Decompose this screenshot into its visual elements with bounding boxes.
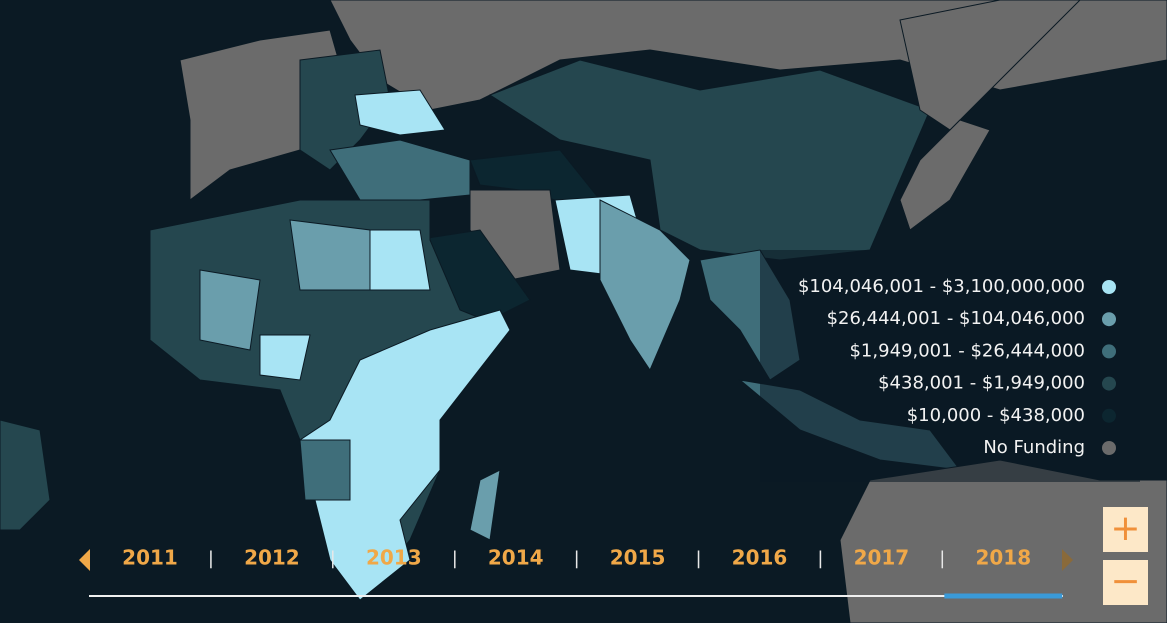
legend-swatch: [1102, 376, 1116, 391]
legend-label: $10,000 - $438,000: [907, 405, 1085, 426]
separator: |: [817, 548, 823, 569]
legend-swatch: [1102, 344, 1116, 359]
land: [0, 419, 51, 531]
legend-label: $438,001 - $1,949,000: [878, 373, 1085, 394]
land: [259, 334, 311, 381]
legend-swatch: [1102, 312, 1116, 327]
land: [289, 219, 371, 291]
zoom-in[interactable]: +: [1103, 507, 1148, 552]
land: [299, 49, 391, 171]
year-option[interactable]: 2012: [244, 546, 300, 570]
legend-swatch: [1102, 408, 1116, 423]
legend-label: $1,949,001 - $26,444,000: [849, 340, 1085, 361]
separator: |: [452, 548, 458, 569]
year-option[interactable]: 2013: [366, 546, 422, 570]
land: [899, 0, 1081, 131]
separator: |: [208, 548, 214, 569]
prev-arrow[interactable]: [79, 549, 90, 571]
year-option[interactable]: 2014: [488, 546, 544, 570]
timeline: 2011 | 2012 | 2013 | 2014 | 2015 | 2016 | 2017 | 2018: [79, 546, 1073, 599]
separator: |: [330, 548, 336, 569]
legend-label: No Funding: [983, 437, 1085, 458]
legend: $104,046,001 - $3,100,000,000 $26,444,001…: [798, 276, 1116, 458]
year-option[interactable]: 2017: [854, 546, 910, 570]
land: [299, 309, 511, 601]
land: [199, 269, 261, 351]
year-option[interactable]: 2016: [732, 546, 788, 570]
land: [599, 199, 691, 372]
year-option[interactable]: 2018: [975, 546, 1031, 570]
year-option[interactable]: 2011: [122, 546, 178, 570]
land: [369, 229, 431, 291]
legend-label: $104,046,001 - $3,100,000,000: [798, 276, 1085, 297]
land: [354, 89, 446, 136]
separator: |: [696, 548, 702, 569]
year-option[interactable]: 2015: [610, 546, 666, 570]
land: [469, 469, 501, 541]
zoom-out[interactable]: −: [1103, 560, 1148, 605]
land: [299, 439, 351, 501]
legend-label: $26,444,001 - $104,046,000: [827, 308, 1085, 329]
separator: |: [574, 548, 580, 569]
separator: |: [939, 548, 945, 569]
land: [899, 119, 991, 231]
next-arrow[interactable]: [1062, 549, 1073, 571]
legend-swatch: [1102, 280, 1116, 294]
legend-panel: [760, 250, 1140, 482]
legend-swatch: [1102, 441, 1116, 455]
